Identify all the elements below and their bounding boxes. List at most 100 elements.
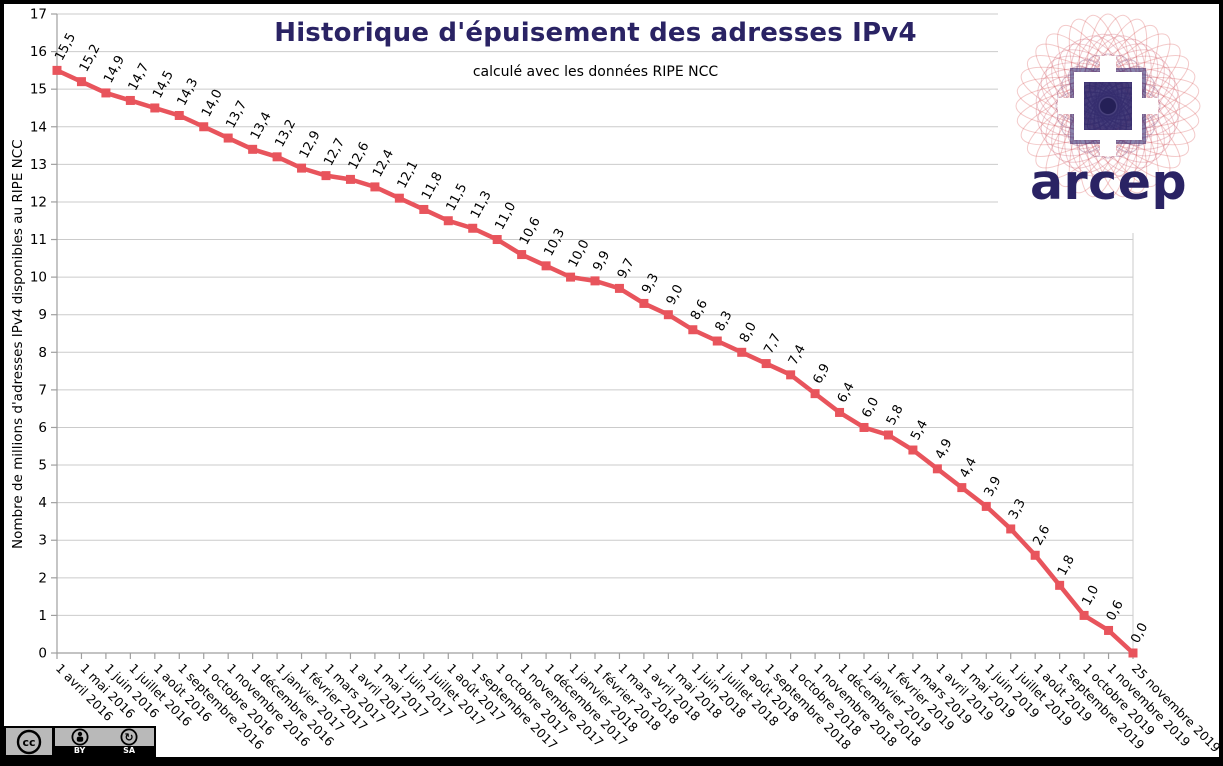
- data-point-marker: [492, 235, 502, 245]
- y-tick-label: 13: [30, 157, 47, 173]
- cc-by-person-icon: [71, 728, 89, 746]
- arcep-spirograph-icon: [1015, 13, 1201, 199]
- data-point-marker: [223, 133, 233, 143]
- data-point-marker: [248, 144, 258, 154]
- data-point-label: 12,9: [297, 128, 324, 161]
- data-point-marker: [52, 65, 62, 75]
- data-point-marker: [957, 483, 967, 493]
- data-point-marker: [1055, 580, 1065, 590]
- data-point-marker: [443, 216, 453, 226]
- data-point-label: 9,3: [639, 271, 662, 296]
- cc-sa-label: SA: [123, 745, 136, 755]
- data-point-label: 11,5: [444, 181, 471, 214]
- data-point-marker: [761, 359, 771, 369]
- cc-by-label: BY: [73, 745, 86, 755]
- series-line: [54, 68, 1136, 656]
- data-point-marker: [614, 283, 624, 293]
- data-point-marker: [1104, 625, 1114, 635]
- y-tick-label: 6: [38, 420, 47, 436]
- data-point-marker: [272, 152, 282, 162]
- data-point-marker: [566, 272, 576, 282]
- data-point-label: 8,3: [713, 309, 736, 334]
- data-point-label: 14,3: [175, 76, 202, 109]
- data-point-label: 12,1: [395, 158, 422, 191]
- logo-center-dot: [1100, 98, 1116, 114]
- data-point-marker: [1079, 610, 1089, 620]
- chart-subtitle: calculé avec les données RIPE NCC: [472, 64, 719, 80]
- cc-sa-arrow-icon: ↻: [120, 728, 138, 746]
- data-point-label: 5,8: [884, 403, 907, 428]
- data-point-label: 12,7: [321, 136, 348, 169]
- y-tick-label: 12: [30, 194, 47, 210]
- data-point-label: 0,6: [1104, 598, 1127, 623]
- y-tick-label: 15: [30, 82, 47, 98]
- data-point-marker: [1006, 524, 1016, 534]
- data-point-label: 4,9: [933, 436, 956, 461]
- data-point-marker: [859, 422, 869, 432]
- logo-white-frame: [1074, 72, 1142, 140]
- y-tick-label: 2: [38, 570, 47, 586]
- data-point-marker: [541, 261, 551, 271]
- data-point-marker: [810, 389, 820, 399]
- y-tick-label: 1: [38, 608, 47, 624]
- data-point-label: 11,3: [468, 189, 495, 222]
- cc-icon: cc: [6, 728, 52, 755]
- data-point-marker: [370, 182, 380, 192]
- data-point-marker: [125, 95, 135, 105]
- data-point-marker: [737, 347, 747, 357]
- logo-white-tab-left: [1058, 98, 1076, 114]
- arcep-wordmark: arcep: [1029, 154, 1188, 211]
- data-point-label: 11,0: [492, 200, 519, 233]
- data-point-label: 3,3: [1006, 497, 1029, 522]
- data-point-label: 10,0: [566, 237, 593, 270]
- y-axis-title: Nombre de millions d'adresses IPv4 dispo…: [10, 139, 26, 549]
- y-tick-label: 14: [30, 119, 47, 135]
- svg-text:cc: cc: [22, 736, 35, 749]
- data-point-label: 12,6: [346, 140, 373, 173]
- data-point-label: 6,4: [835, 380, 858, 405]
- data-point-label: 9,0: [664, 282, 687, 307]
- data-point-label: 14,0: [199, 87, 226, 120]
- data-point-marker: [981, 501, 991, 511]
- data-point-label: 6,9: [810, 361, 833, 386]
- data-point-label: 12,4: [370, 147, 397, 180]
- y-tick-label: 3: [38, 533, 47, 549]
- data-point-marker: [1030, 550, 1040, 560]
- data-point-marker: [639, 298, 649, 308]
- y-tick-label: 10: [30, 270, 47, 286]
- data-point-marker: [101, 88, 111, 98]
- data-point-label: 13,2: [272, 117, 299, 150]
- data-point-label: 10,6: [517, 215, 544, 248]
- y-tick-label: 7: [38, 382, 47, 398]
- data-point-label: 6,0: [859, 395, 882, 420]
- data-point-marker: [419, 204, 429, 214]
- y-tick-label: 9: [38, 307, 47, 323]
- data-point-label: 10,3: [541, 226, 568, 259]
- cc-attribution-labels: BY SA: [55, 746, 154, 755]
- data-point-marker: [908, 445, 918, 455]
- data-point-marker: [688, 325, 698, 335]
- chart-title: Historique d'épuisement des adresses IPv…: [274, 18, 917, 48]
- data-point-label: 8,6: [688, 297, 711, 322]
- data-point-label: 13,7: [223, 98, 250, 131]
- y-tick-label: 16: [30, 44, 47, 60]
- data-point-marker: [712, 336, 722, 346]
- data-point-label: 11,8: [419, 170, 446, 203]
- data-point-label: 7,4: [786, 342, 809, 367]
- cc-attribution-block: ↻ BY SA: [55, 728, 154, 755]
- logo-white-tab-bottom: [1100, 138, 1116, 156]
- data-point-label: 13,4: [248, 110, 275, 143]
- data-point-marker: [517, 250, 527, 260]
- logo-white-tab-right: [1140, 98, 1158, 114]
- data-point-marker: [590, 276, 600, 286]
- data-point-marker: [150, 103, 160, 113]
- cc-by-sa-badge: cc ↻ BY SA: [4, 726, 156, 757]
- data-point-marker: [468, 223, 478, 233]
- data-point-label: 9,9: [590, 248, 613, 273]
- data-point-label: 8,0: [737, 320, 760, 345]
- data-point-marker: [76, 77, 86, 87]
- data-point-label: 3,9: [982, 474, 1005, 499]
- logo-white-tab-top: [1100, 56, 1116, 74]
